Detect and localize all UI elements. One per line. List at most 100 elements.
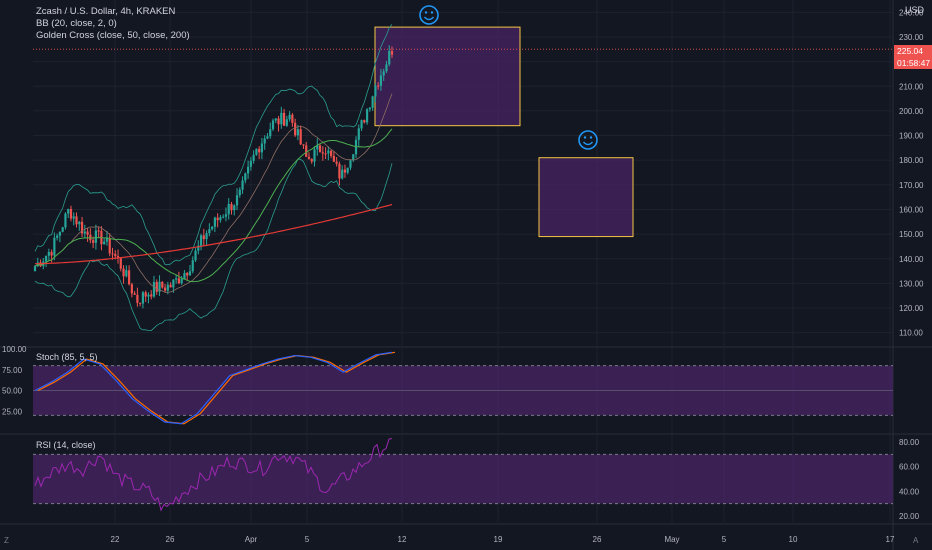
- candle-body: [125, 270, 128, 277]
- candle-body: [103, 241, 106, 245]
- bb-upper-band: [34, 24, 393, 266]
- x-tick-label: 5: [722, 535, 727, 544]
- smiley-icon[interactable]: [578, 130, 598, 150]
- candle-body: [139, 302, 142, 304]
- rsi-pane-label[interactable]: RSI (14, close): [36, 440, 96, 450]
- candle-body: [233, 205, 236, 211]
- x-tick-label: 12: [398, 535, 407, 544]
- rsi-tick-label: 20.00: [899, 512, 920, 521]
- price-tick-label: 240.00: [899, 8, 924, 17]
- stoch-tick-label: 100.00: [2, 345, 27, 354]
- candle-body: [285, 119, 288, 126]
- candle-body: [288, 114, 291, 120]
- target-box-2: [538, 157, 634, 238]
- candle-body: [108, 238, 111, 254]
- candle-body: [97, 230, 100, 232]
- candle-body: [332, 155, 335, 162]
- candle-body: [177, 278, 181, 284]
- candle-body: [280, 112, 283, 125]
- candle-body: [111, 253, 114, 255]
- stoch-tick-label: 50.00: [2, 387, 23, 396]
- stoch-d-line: [37, 351, 396, 425]
- candle-body: [105, 238, 109, 242]
- candle-body: [197, 245, 200, 251]
- smiley-icon[interactable]: [419, 5, 439, 25]
- candle-body: [291, 114, 294, 123]
- last-price-tag: 225.04: [894, 45, 932, 57]
- candle-body: [346, 167, 349, 173]
- candle-body: [371, 96, 374, 108]
- candle-body: [116, 256, 120, 259]
- candle-body: [241, 180, 244, 190]
- candle-body: [53, 237, 56, 256]
- ma50-line: [34, 128, 393, 283]
- price-tick-label: 120.00: [899, 304, 924, 313]
- candle-body: [368, 107, 371, 110]
- candle-body: [161, 281, 164, 288]
- candle-body: [127, 270, 131, 285]
- x-tick-label: 26: [166, 535, 175, 544]
- x-tick-label: 26: [593, 535, 602, 544]
- candle-body: [343, 169, 347, 173]
- currency-label: USD: [905, 5, 925, 15]
- candle-body: [269, 129, 272, 137]
- candle-body: [335, 161, 338, 164]
- candle-body: [374, 85, 377, 97]
- bb-basis: [34, 93, 393, 293]
- candle-body: [172, 279, 175, 288]
- candle-body: [208, 229, 211, 234]
- candle-body: [150, 294, 153, 297]
- candle-body: [310, 158, 313, 162]
- price-tick-label: 230.00: [899, 33, 924, 42]
- candle-body: [302, 144, 305, 146]
- bb-lower-band: [34, 158, 393, 332]
- candle-body: [205, 233, 208, 240]
- candle-body: [305, 145, 308, 157]
- golden-cross-indicator-label[interactable]: Golden Cross (close, 50, close, 200): [36, 30, 190, 41]
- candle-body: [166, 284, 169, 291]
- bar-countdown: 01:58:47: [894, 57, 932, 69]
- candle-body: [222, 216, 225, 218]
- candle-body: [50, 252, 53, 256]
- candle-body: [75, 216, 78, 225]
- candle-body: [56, 235, 59, 238]
- x-tick-label: 17: [886, 535, 895, 544]
- price-tick-label: 210.00: [899, 82, 924, 91]
- x-tick-label: May: [664, 535, 679, 544]
- candle-body: [271, 120, 275, 130]
- candle-body: [158, 281, 161, 292]
- price-tick-label: 160.00: [899, 205, 924, 214]
- candle-body: [246, 166, 250, 174]
- candle-body: [130, 284, 133, 294]
- candle-body: [360, 120, 363, 129]
- x-tick-label: 5: [305, 535, 310, 544]
- candle-body: [69, 208, 73, 219]
- candle-body: [72, 216, 75, 219]
- timezone-icon[interactable]: Z: [4, 536, 9, 545]
- candle-body: [382, 71, 385, 76]
- candle-body: [61, 227, 64, 232]
- stoch-tick-label: 75.00: [2, 366, 23, 375]
- candle-body: [175, 278, 178, 280]
- candle-body: [80, 221, 84, 234]
- auto-scale-icon[interactable]: A: [913, 536, 919, 545]
- candle-body: [385, 64, 388, 72]
- candle-body: [299, 129, 302, 145]
- stoch-pane-label[interactable]: Stoch (85, 5, 5): [36, 352, 98, 362]
- candle-body: [47, 252, 50, 256]
- candle-body: [86, 231, 89, 235]
- candle-body: [194, 250, 197, 261]
- symbol-title: Zcash / U.S. Dollar, 4h, KRAKEN: [36, 6, 176, 17]
- price-tick-label: 180.00: [899, 156, 924, 165]
- candle-body: [316, 145, 319, 150]
- candle-body: [266, 136, 269, 139]
- candle-body: [213, 217, 216, 227]
- candle-body: [260, 143, 264, 153]
- ma200-line: [35, 203, 393, 265]
- candle-body: [141, 292, 145, 304]
- price-tick-label: 200.00: [899, 107, 924, 116]
- candle-body: [244, 173, 247, 181]
- candle-body: [186, 272, 189, 276]
- bb-indicator-label[interactable]: BB (20, close, 2, 0): [36, 18, 117, 29]
